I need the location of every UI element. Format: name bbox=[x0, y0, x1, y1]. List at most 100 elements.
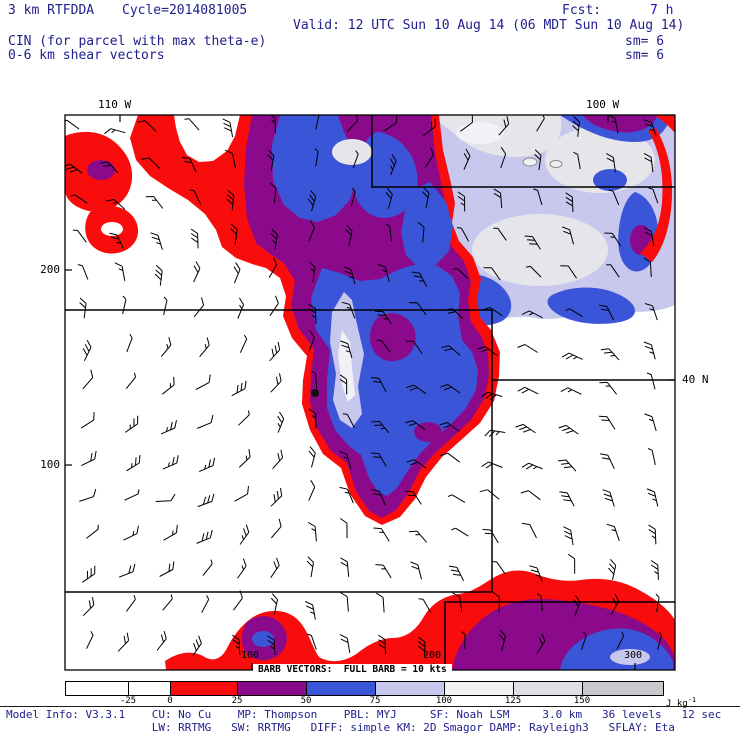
wind-barb bbox=[643, 341, 656, 360]
wind-barb bbox=[378, 634, 387, 655]
wind-barb bbox=[533, 188, 543, 205]
wind-barb bbox=[452, 592, 463, 612]
wind-barb bbox=[389, 154, 397, 176]
wind-barb bbox=[457, 191, 466, 212]
wind-barb bbox=[580, 631, 587, 651]
wind-barb bbox=[606, 523, 620, 541]
wind-barb bbox=[159, 561, 175, 577]
wind-barb bbox=[189, 189, 202, 205]
field-title: CIN (for parcel with max theta-e) bbox=[8, 34, 267, 49]
wind-barb bbox=[375, 564, 392, 579]
model-name: 3 km RTFDDA bbox=[8, 3, 95, 18]
wind-barb bbox=[117, 632, 130, 652]
wind-barb bbox=[371, 377, 387, 393]
axis-label-bottom-300: 300 bbox=[624, 650, 643, 661]
cin-fill-red bbox=[640, 128, 673, 262]
wind-barb bbox=[339, 486, 354, 504]
wind-barb bbox=[536, 593, 543, 611]
wind-barb bbox=[195, 374, 211, 390]
wind-barb bbox=[193, 261, 201, 283]
wind-barb bbox=[646, 372, 656, 390]
axis-label-100w: 100 W bbox=[586, 98, 620, 111]
cin-fill-gray bbox=[472, 214, 608, 286]
wind-barb bbox=[160, 420, 177, 435]
colorbar-segment bbox=[66, 682, 129, 695]
wind-barb bbox=[350, 187, 356, 207]
wind-barb bbox=[418, 636, 426, 658]
wind-barb bbox=[606, 264, 620, 278]
wind-barb bbox=[124, 489, 140, 501]
wind-barb bbox=[70, 194, 88, 204]
wind-barb bbox=[451, 527, 469, 537]
wind-barb bbox=[616, 631, 625, 650]
wind-barb bbox=[79, 297, 87, 319]
wind-barb bbox=[600, 453, 615, 470]
wind-barb bbox=[418, 598, 432, 613]
wind-barb bbox=[643, 257, 652, 278]
wind-barb bbox=[524, 235, 541, 250]
colorbar-segment bbox=[128, 682, 171, 695]
wind-barb bbox=[482, 528, 499, 544]
wind-barb bbox=[560, 387, 582, 395]
wind-barb bbox=[82, 597, 95, 617]
cin-fill-gray bbox=[545, 127, 655, 193]
wind-barb bbox=[573, 595, 581, 617]
wind-barb bbox=[405, 490, 422, 505]
wind-barb bbox=[565, 308, 583, 318]
wind-barb bbox=[561, 352, 583, 360]
wind-barb bbox=[126, 455, 141, 472]
barb-vector-caption: BARB VECTORS: FULL BARB = 10 kts bbox=[253, 664, 452, 676]
wind-barb bbox=[346, 115, 359, 132]
wind-barb bbox=[558, 424, 579, 435]
wind-barb bbox=[269, 182, 277, 204]
wind-barb bbox=[270, 487, 283, 507]
wind-barb bbox=[482, 306, 503, 317]
wind-barb bbox=[77, 264, 89, 280]
wind-barb bbox=[521, 462, 543, 470]
lake-outline bbox=[549, 160, 563, 168]
cin-fill-blue bbox=[593, 169, 627, 191]
wind-barb bbox=[342, 413, 355, 428]
cin-fill-pale bbox=[338, 330, 355, 402]
wind-barb bbox=[529, 565, 543, 583]
wind-barb bbox=[441, 345, 461, 356]
wind-barb bbox=[308, 303, 317, 324]
wind-barb bbox=[648, 187, 659, 204]
wind-barb bbox=[315, 115, 320, 130]
wind-barb bbox=[269, 115, 276, 134]
wind-barb bbox=[492, 561, 506, 575]
wind-barb bbox=[308, 408, 317, 429]
wind-barb bbox=[647, 448, 656, 466]
wind-barb bbox=[456, 227, 470, 242]
wind-barb bbox=[409, 302, 427, 316]
wind-barb bbox=[417, 221, 425, 243]
wind-barb bbox=[122, 295, 127, 315]
wind-barb bbox=[305, 601, 316, 620]
wind-barb bbox=[123, 525, 139, 541]
wind-barb bbox=[373, 527, 390, 542]
wind-barb bbox=[234, 485, 249, 502]
wind-barb bbox=[567, 553, 576, 574]
wind-barb bbox=[277, 411, 285, 433]
wind-barb bbox=[345, 224, 353, 246]
wind-barb bbox=[374, 310, 392, 325]
units-exponent: -1 bbox=[687, 696, 697, 704]
colorbar-tick: 100 bbox=[435, 696, 453, 706]
wind-barb bbox=[156, 630, 167, 651]
footer-divider bbox=[0, 706, 740, 707]
wind-barb bbox=[306, 633, 317, 650]
wind-barb bbox=[340, 557, 350, 577]
wind-barb bbox=[233, 590, 243, 611]
wind-barb bbox=[196, 529, 213, 544]
wind-barb bbox=[406, 384, 427, 395]
wind-barb bbox=[565, 192, 574, 213]
wind-barb bbox=[560, 265, 578, 279]
cin-fill-blue bbox=[547, 287, 635, 324]
wind-barb bbox=[239, 524, 250, 545]
wind-barb bbox=[498, 629, 506, 651]
wind-barb bbox=[201, 595, 210, 613]
wind-barb bbox=[163, 296, 168, 316]
sm-upper: sm= 6 bbox=[625, 34, 665, 49]
colorbar-segment bbox=[306, 682, 376, 695]
wind-barb bbox=[339, 634, 351, 653]
